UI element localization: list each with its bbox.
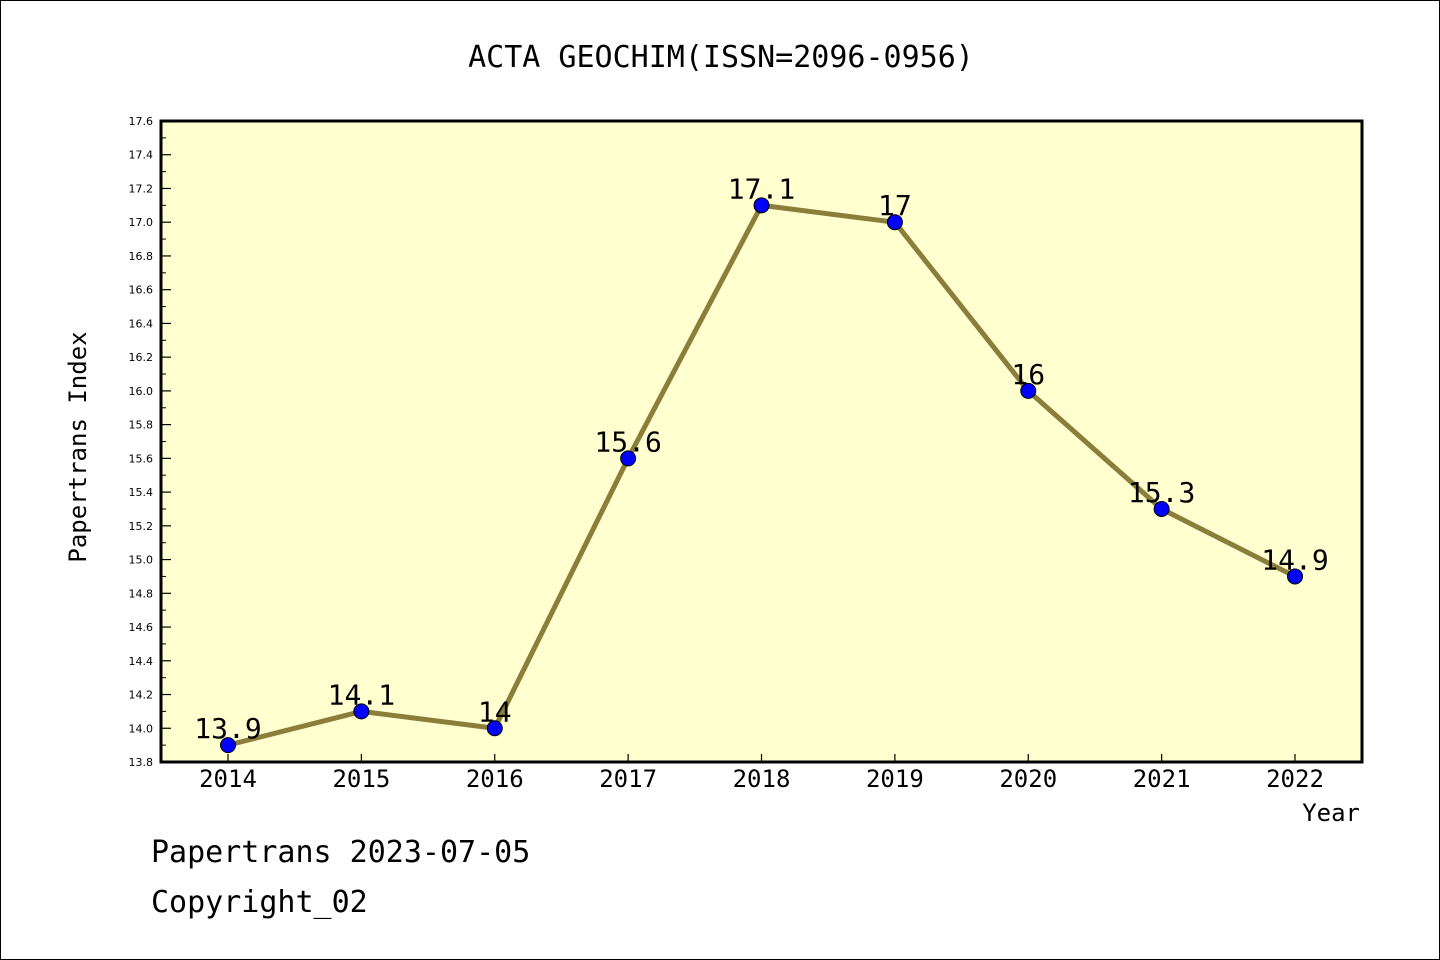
- y-axis-label: Papertrans Index: [64, 331, 92, 562]
- y-tick-label: 15.6: [129, 452, 154, 465]
- data-label: 14: [478, 695, 512, 728]
- x-tick-label: 2014: [199, 765, 257, 793]
- y-tick-label: 14.6: [129, 621, 154, 634]
- data-label: 13.9: [194, 712, 261, 745]
- y-tick-label: 16.6: [129, 284, 154, 297]
- data-point: [620, 450, 637, 467]
- footer-copyright: Copyright_02: [151, 885, 368, 920]
- data-point: [1153, 500, 1170, 517]
- data-label: 16: [1011, 358, 1045, 391]
- x-tick-label: 2019: [866, 765, 924, 793]
- y-tick-label: 17.2: [129, 182, 154, 195]
- y-tick-label: 14.2: [129, 689, 154, 702]
- data-point: [886, 214, 903, 231]
- data-label: 17.1: [728, 172, 795, 205]
- x-tick-label: 2018: [733, 765, 791, 793]
- data-point: [1020, 382, 1037, 399]
- data-label: 15.6: [594, 425, 661, 458]
- data-point: [220, 737, 236, 754]
- x-tick-label: 2017: [599, 765, 657, 793]
- data-label: 14.9: [1261, 543, 1328, 576]
- plot-area: [159, 119, 1364, 764]
- x-tick-label: 2021: [1133, 765, 1191, 793]
- y-tick-label: 14.4: [129, 655, 154, 668]
- y-tick-label: 14.8: [129, 587, 154, 600]
- y-tick-label: 16.8: [129, 250, 154, 263]
- y-tick-label: 17.4: [129, 149, 154, 162]
- y-tick-label: 14.0: [129, 722, 154, 735]
- y-tick-label: 13.8: [129, 756, 154, 769]
- data-point: [1287, 568, 1303, 585]
- x-tick-label: 2015: [332, 765, 390, 793]
- y-tick-label: 16.2: [129, 351, 154, 364]
- data-point: [753, 197, 770, 214]
- x-tick-label: 2020: [999, 765, 1057, 793]
- chart-title: ACTA GEOCHIM(ISSN=2096-0956): [468, 40, 974, 75]
- y-tick-label: 16.4: [129, 317, 154, 330]
- y-tick-label: 16.0: [129, 385, 154, 398]
- y-tick-label: 15.8: [129, 419, 154, 432]
- y-tick-label: 15.0: [129, 554, 154, 567]
- footer-source-line: Papertrans 2023-07-05: [151, 835, 531, 870]
- x-axis: 2014 2015 2016 2017 2018 2019 2020 2021 2022: [199, 754, 1324, 793]
- y-tick-label: 17.6: [129, 115, 154, 128]
- data-point: [486, 720, 503, 737]
- data-point: [353, 703, 370, 720]
- y-tick-label: 15.2: [129, 520, 154, 533]
- x-tick-label: 2016: [466, 765, 524, 793]
- x-axis-label: Year: [1302, 799, 1360, 827]
- y-tick-label: 17.0: [129, 216, 154, 229]
- y-tick-label: 15.4: [129, 486, 154, 499]
- data-label: 15.3: [1128, 476, 1195, 509]
- data-label: 14.1: [328, 678, 395, 711]
- series-papertrans-index: 13.9 14.1 14 15.6 17.1 17 16 15.3 14.9: [194, 172, 1329, 754]
- y-axis: 13.8 14.0 14.2 14.4 14.6 14.8 15.0 15.2 15.4 15.6…: [129, 115, 171, 769]
- x-tick-label: 2022: [1266, 765, 1324, 793]
- data-label: 17: [878, 189, 912, 222]
